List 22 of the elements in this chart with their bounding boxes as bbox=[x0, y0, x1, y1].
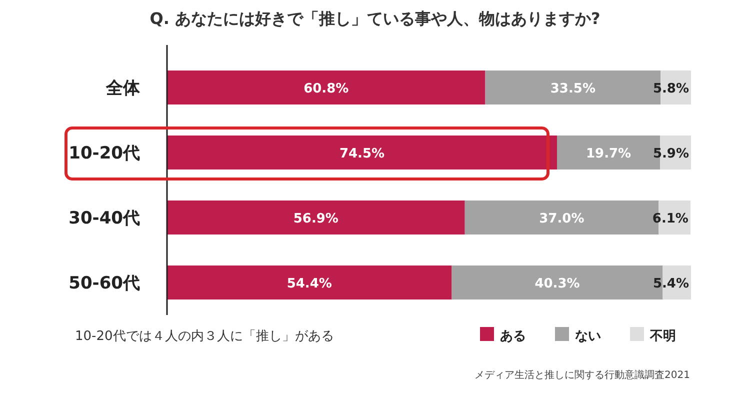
y-tick-label: 50-60代 bbox=[68, 274, 140, 294]
data-label: 56.9% bbox=[293, 212, 338, 226]
y-tick-label: 全体 bbox=[105, 78, 141, 98]
data-label: 54.4% bbox=[286, 276, 332, 292]
legend-label: ない bbox=[575, 329, 601, 344]
chart-title: Q. あなたには好きで「推し」ている事や人、物はありますか? bbox=[150, 9, 600, 28]
text: 10-20代では４人の内３人に「推し」がある bbox=[75, 329, 334, 344]
text: メディア生活と推しに関する行動意識調査2021 bbox=[474, 369, 690, 381]
legend-label: ある bbox=[500, 329, 526, 344]
data-label: 33.5% bbox=[550, 82, 596, 96]
data-label: 19.7% bbox=[586, 146, 632, 162]
data-label: 5.4% bbox=[652, 276, 689, 292]
data-label: 5.8% bbox=[652, 82, 689, 96]
data-label: 37.0% bbox=[539, 212, 584, 226]
data-label: 40.3% bbox=[534, 276, 580, 292]
data-label: 60.8% bbox=[304, 82, 349, 96]
data-label: 74.5% bbox=[339, 146, 385, 162]
y-tick-label: 10-20代 bbox=[68, 144, 140, 164]
y-tick-label: 30-40代 bbox=[68, 208, 140, 228]
legend-label: 不明 bbox=[649, 329, 676, 344]
data-label: 6.1% bbox=[652, 212, 688, 226]
data-label: 5.9% bbox=[652, 146, 689, 162]
